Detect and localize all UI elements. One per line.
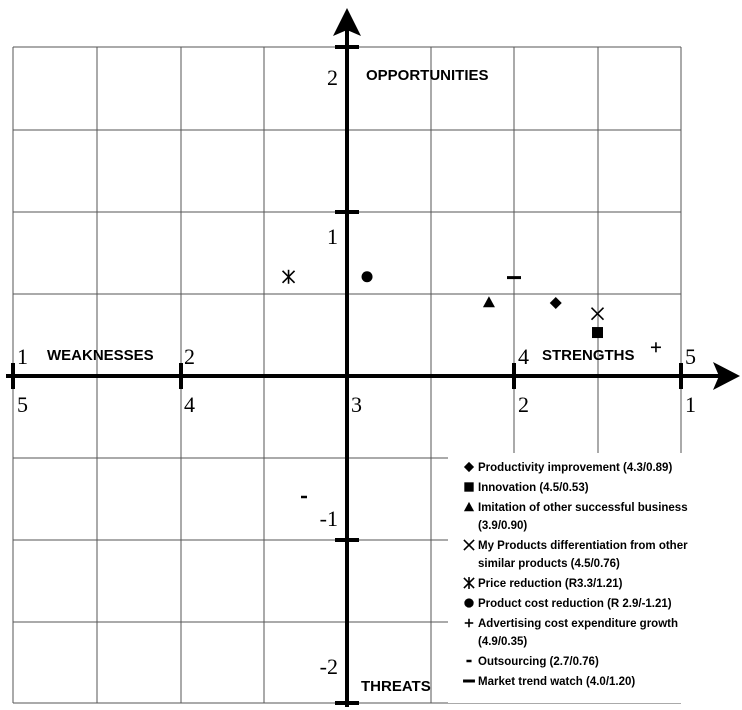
legend-item: Imitation of other successful business (3… [463, 501, 688, 532]
marker-asterisk [281, 269, 296, 284]
legend-item-label: (3.9/0.90) [478, 520, 527, 532]
legend: Productivity improvement (4.3/0.89) Innov… [463, 461, 688, 688]
legend-item: Productivity improvement (4.3/0.89) [463, 461, 672, 474]
quadrant-label-strengths: STRENGTHS [542, 347, 635, 364]
marker-plus [464, 618, 474, 628]
marker-triangle [482, 296, 495, 308]
quadrant-label-opportunities: OPPORTUNITIES [366, 67, 489, 84]
y-tick-label: 2 [327, 65, 338, 90]
x-tick-label-bottom: 5 [17, 392, 28, 417]
marker-circle [464, 598, 474, 608]
legend-item-label: Productivity improvement (4.3/0.89) [478, 462, 672, 474]
legend-item-label: Product cost reduction (R 2.9/-1.21) [478, 598, 672, 610]
legend-item: Advertising cost expenditure growth (4.9/… [464, 618, 678, 648]
marker-x [590, 307, 605, 321]
x-tick-label-top: 2 [184, 344, 195, 369]
x-tick-label-bottom: 4 [184, 392, 195, 417]
legend-item: Product cost reduction (R 2.9/-1.21) [464, 598, 672, 610]
y-axis-arrowhead [333, 8, 361, 36]
legend-item-label: My Products differentiation from other [478, 540, 688, 552]
x-tick-label-bottom: 2 [518, 392, 529, 417]
marker-diamond [549, 297, 562, 310]
x-tick-label-top: 5 [685, 344, 696, 369]
legend-item-label: Imitation of other successful business [478, 502, 688, 514]
y-tick-label: 1 [327, 224, 338, 249]
legend-item-label: Price reduction (R3.3/1.21) [478, 578, 623, 590]
x-tick-label-top: 4 [518, 344, 529, 369]
x-tick-label-bottom: 1 [685, 392, 696, 417]
axis-tick-labels: 2 1 -1 -2 1 2 4 5 5 4 3 2 1 [17, 65, 696, 679]
marker-circle [361, 271, 373, 283]
legend-item-label: Innovation (4.5/0.53) [478, 482, 589, 494]
y-tick-label: -1 [320, 506, 338, 531]
data-points [281, 269, 661, 499]
marker-plus [650, 342, 661, 353]
legend-item: Innovation (4.5/0.53) [464, 482, 589, 494]
marker-diamond [463, 461, 475, 473]
marker-x [463, 539, 475, 551]
marker-square [464, 482, 474, 492]
quadrant-label-weaknesses: WEAKNESSES [47, 347, 154, 364]
legend-item: Market trend watch (4.0/1.20) [463, 676, 635, 688]
legend-item-label: (4.9/0.35) [478, 636, 527, 648]
x-axis-arrowhead [713, 362, 740, 390]
legend-item: Outsourcing (2.7/0.76) [466, 656, 599, 668]
legend-item-label: similar products (4.5/0.76) [478, 558, 620, 570]
x-tick-label-bottom: 3 [351, 392, 362, 417]
legend-background [448, 453, 742, 703]
marker-triangle [463, 501, 475, 512]
quadrant-label-threats: THREATS [361, 678, 431, 695]
legend-item: Price reduction (R3.3/1.21) [463, 577, 623, 590]
marker-square [592, 327, 603, 339]
legend-item-label: Outsourcing (2.7/0.76) [478, 656, 599, 668]
axes [6, 8, 740, 707]
marker-asterisk [463, 577, 475, 589]
legend-item-label: Advertising cost expenditure growth [478, 618, 678, 630]
legend-item-label: Market trend watch (4.0/1.20) [478, 676, 635, 688]
y-tick-label: -2 [320, 654, 338, 679]
legend-item: My Products differentiation from other si… [463, 539, 688, 570]
x-tick-label-top: 1 [17, 344, 28, 369]
